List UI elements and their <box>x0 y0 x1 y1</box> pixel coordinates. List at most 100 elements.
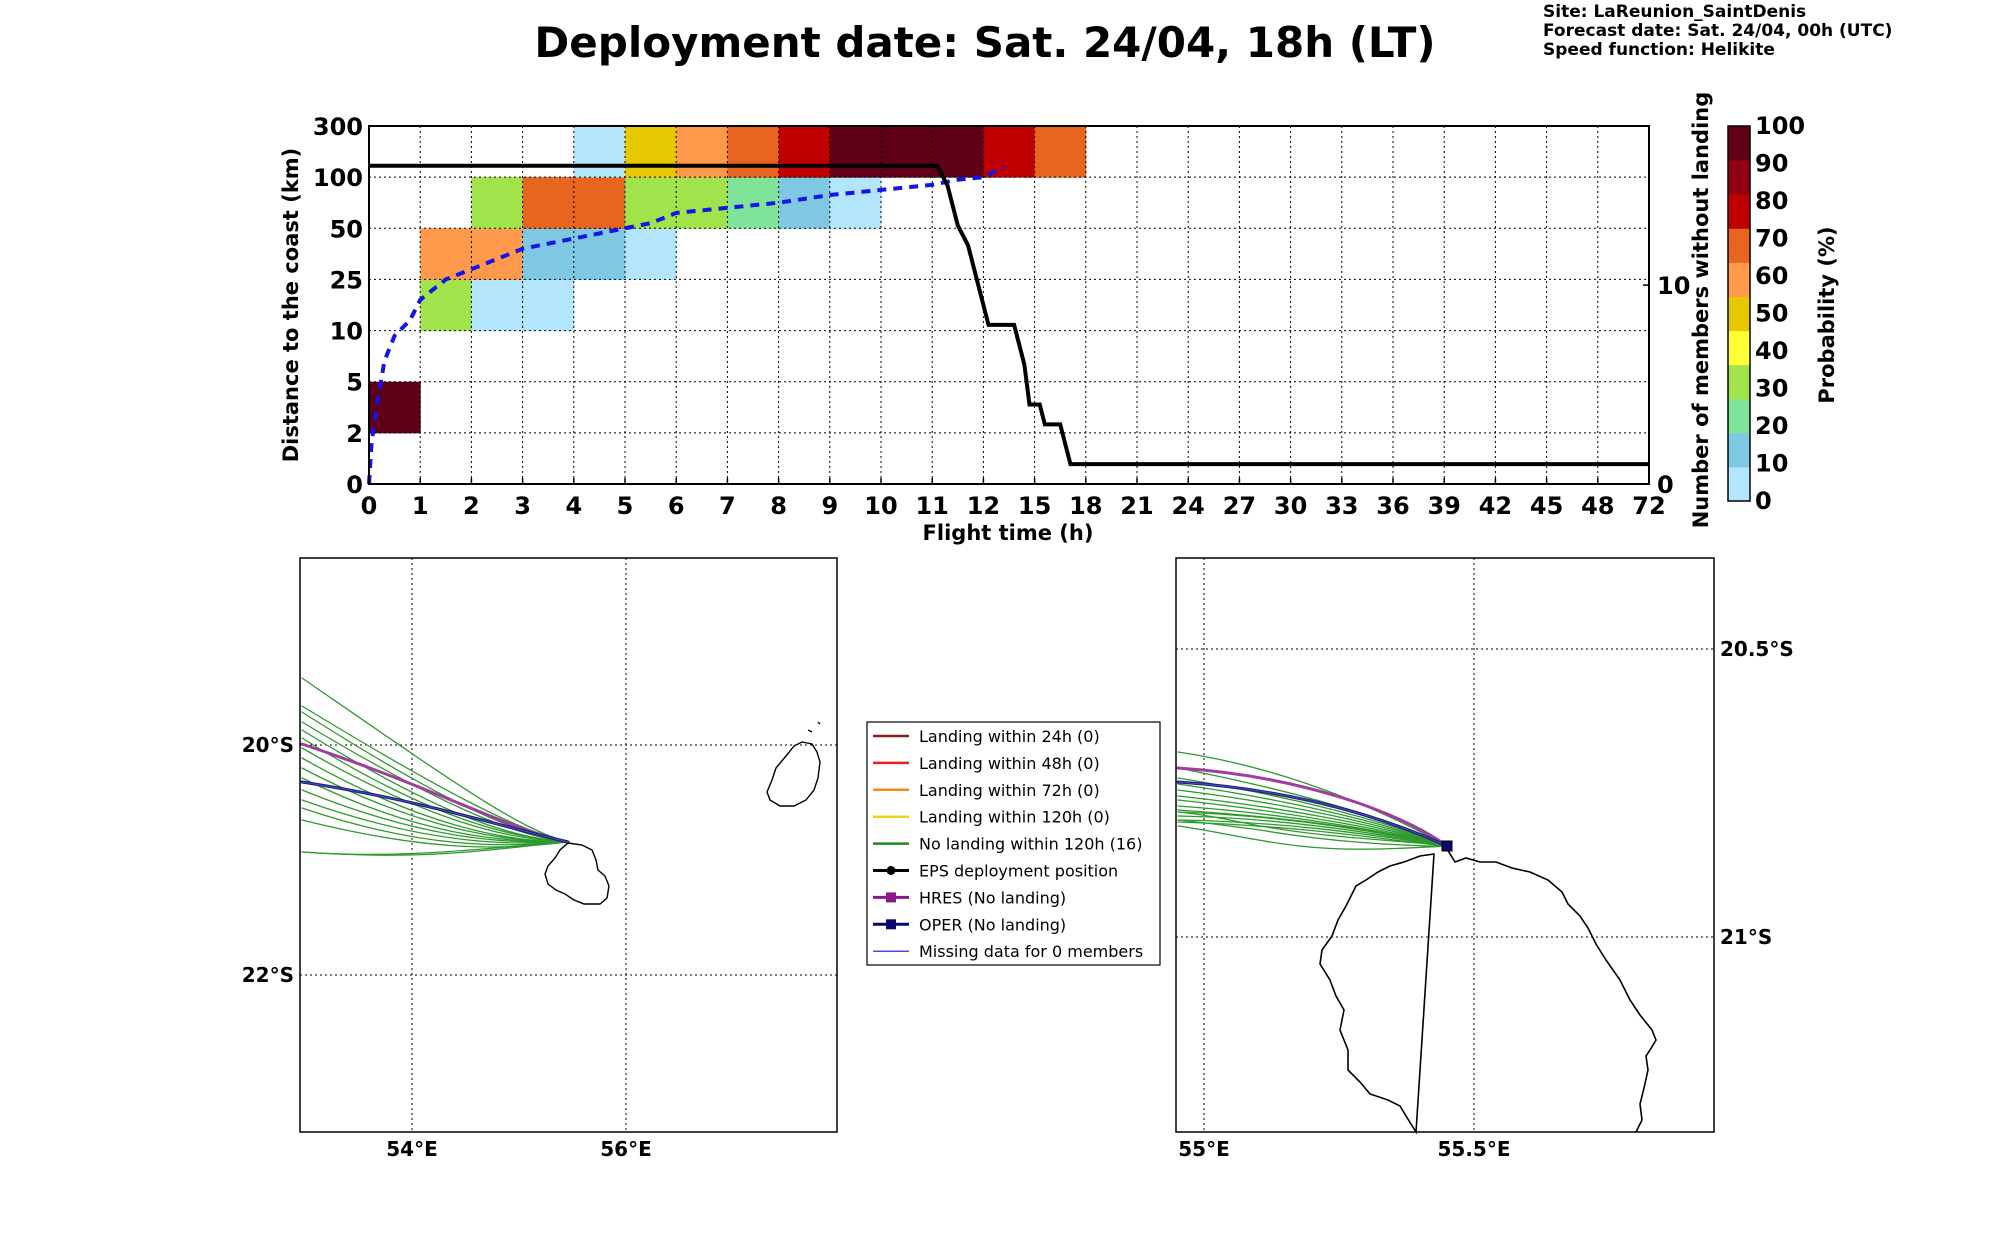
mauritius-island-outline <box>766 741 821 807</box>
legend-label: Landing within 24h (0) <box>919 727 1100 746</box>
heatmap-cell <box>471 279 524 332</box>
legend-label: Landing within 120h (0) <box>919 808 1110 827</box>
heatmap-cell <box>625 228 677 280</box>
x-tick-label: 10 <box>864 492 897 520</box>
heatmap-cell <box>829 177 882 229</box>
heatmap-cell <box>625 126 677 178</box>
x-tick-label: 2 <box>463 492 480 520</box>
speed-function-label: Speed function: Helikite <box>1543 40 1775 60</box>
x-tick-label: 27 <box>1223 492 1256 520</box>
y-tick-label: 0 <box>346 471 363 499</box>
site-label: Site: LaReunion_SaintDenis <box>1543 2 1807 22</box>
x-tick-label: 24 <box>1171 492 1204 520</box>
mean-distance-curve <box>367 165 1005 485</box>
colorbar-segment <box>1728 160 1750 195</box>
colorbar-tick-label: 60 <box>1755 262 1788 290</box>
deployment-position-marker <box>1441 840 1453 852</box>
left-map: 54°E 56°E 20°S 22°S <box>242 557 838 1161</box>
legend-item: HRES (No landing) <box>873 888 1066 907</box>
colorbar-segment <box>1728 432 1750 468</box>
x-tick-label: 6 <box>668 492 685 520</box>
heatmap-series <box>367 163 1649 485</box>
colorbar-frame <box>1727 125 1751 502</box>
colorbar-segment <box>1728 466 1750 502</box>
x-tick-label: 36 <box>1376 492 1409 520</box>
x-tick-label: 3 <box>514 492 531 520</box>
heatmap-cell <box>573 177 626 229</box>
x-tick-label: 7 <box>719 492 736 520</box>
legend-item: EPS deployment position <box>873 862 1118 881</box>
colorbar-label: Probability (%) <box>1815 226 1839 403</box>
heatmap-cells <box>369 126 1087 434</box>
legend-item: Missing data for 0 members <box>873 942 1143 961</box>
heatmap-cell <box>727 126 780 178</box>
x-tick-label: 9 <box>821 492 838 520</box>
legend-frame <box>866 721 1161 966</box>
x-tick-label: 48 <box>1581 492 1614 520</box>
right-map-lat-tick: 21°S <box>1720 925 1772 949</box>
legend-label: No landing within 120h (16) <box>919 835 1142 854</box>
legend-item: No landing within 120h (16) <box>873 835 1142 854</box>
heatmap-cell <box>881 126 933 178</box>
x-tick-label: 45 <box>1530 492 1563 520</box>
heatmap-cell <box>676 126 728 178</box>
colorbar-tick-label: 20 <box>1755 412 1788 440</box>
y-tick-label: 2 <box>346 420 363 448</box>
x-tick-label: 12 <box>967 492 1000 520</box>
legend-label: Landing within 48h (0) <box>919 754 1100 773</box>
mauritius-islet-outline <box>807 721 821 733</box>
y-axis-label: Distance to the coast (km) <box>279 148 303 463</box>
heatmap-grid <box>369 126 1649 484</box>
heatmap-cell <box>983 126 1036 178</box>
colorbar-segment <box>1728 296 1750 332</box>
y-tick-label: 300 <box>313 113 363 141</box>
colorbar-tick-label: 0 <box>1755 487 1772 515</box>
y-tick-label: 10 <box>330 318 363 346</box>
forecast-date-label: Forecast date: Sat. 24/04, 00h (UTC) <box>1543 21 1893 41</box>
colorbar-segment <box>1728 330 1750 366</box>
y-tick-label: 5 <box>346 369 363 397</box>
y2-tick-label: 0 <box>1657 471 1674 499</box>
legend-label: Missing data for 0 members <box>919 942 1143 961</box>
right-map-frame <box>1175 557 1715 1133</box>
x-tick-label: 4 <box>565 492 582 520</box>
colorbar-segment <box>1728 126 1750 161</box>
site-info: Site: LaReunion_SaintDenis Forecast date… <box>1543 3 1892 60</box>
y-tick-label: 100 <box>313 164 363 192</box>
legend-marker <box>886 892 896 903</box>
colorbar-segment <box>1728 262 1750 297</box>
left-map-frame <box>299 557 838 1133</box>
colorbar-tick-label: 80 <box>1755 187 1788 215</box>
colorbar-tick-label: 40 <box>1755 337 1788 365</box>
left-map-lon-tick: 56°E <box>600 1137 652 1161</box>
legend: Landing within 24h (0) Landing within 48h… <box>866 721 1161 966</box>
left-map-gridlines <box>300 558 837 1132</box>
right-map-lon-tick: 55°E <box>1178 1137 1230 1161</box>
x-tick-label: 1 <box>412 492 429 520</box>
x-tick-label: 42 <box>1479 492 1512 520</box>
right-map-lon-tick: 55.5°E <box>1437 1137 1510 1161</box>
y-tick-label: 50 <box>330 215 363 243</box>
right-map-gridlines <box>1176 558 1714 1132</box>
colorbar-tick-label: 90 <box>1755 150 1788 178</box>
x-tick-label: 39 <box>1427 492 1460 520</box>
left-map-lon-tick: 54°E <box>386 1137 438 1161</box>
colorbar-tick-label: 100 <box>1755 112 1805 140</box>
heatmap-cell <box>522 177 575 229</box>
heatmap-cell <box>1034 126 1087 178</box>
chart-title: Deployment date: Sat. 24/04, 18h (LT) <box>534 18 1436 67</box>
legend-marker <box>886 866 896 875</box>
colorbar-tick-label: 70 <box>1755 225 1788 253</box>
colorbar-tick-label: 30 <box>1755 375 1788 403</box>
heatmap-cell <box>829 126 882 178</box>
reunion-island-outline <box>544 842 610 905</box>
x-tick-label: 72 <box>1632 492 1665 520</box>
right-map-lat-tick: 20.5°S <box>1720 637 1794 661</box>
legend-item: OPER (No landing) <box>873 915 1066 934</box>
heatmap-cell <box>522 228 575 280</box>
heatmap-cell <box>573 126 626 178</box>
legend-label: EPS deployment position <box>919 862 1118 881</box>
x-tick-label: 5 <box>617 492 634 520</box>
legend-label: Landing within 72h (0) <box>919 781 1100 800</box>
